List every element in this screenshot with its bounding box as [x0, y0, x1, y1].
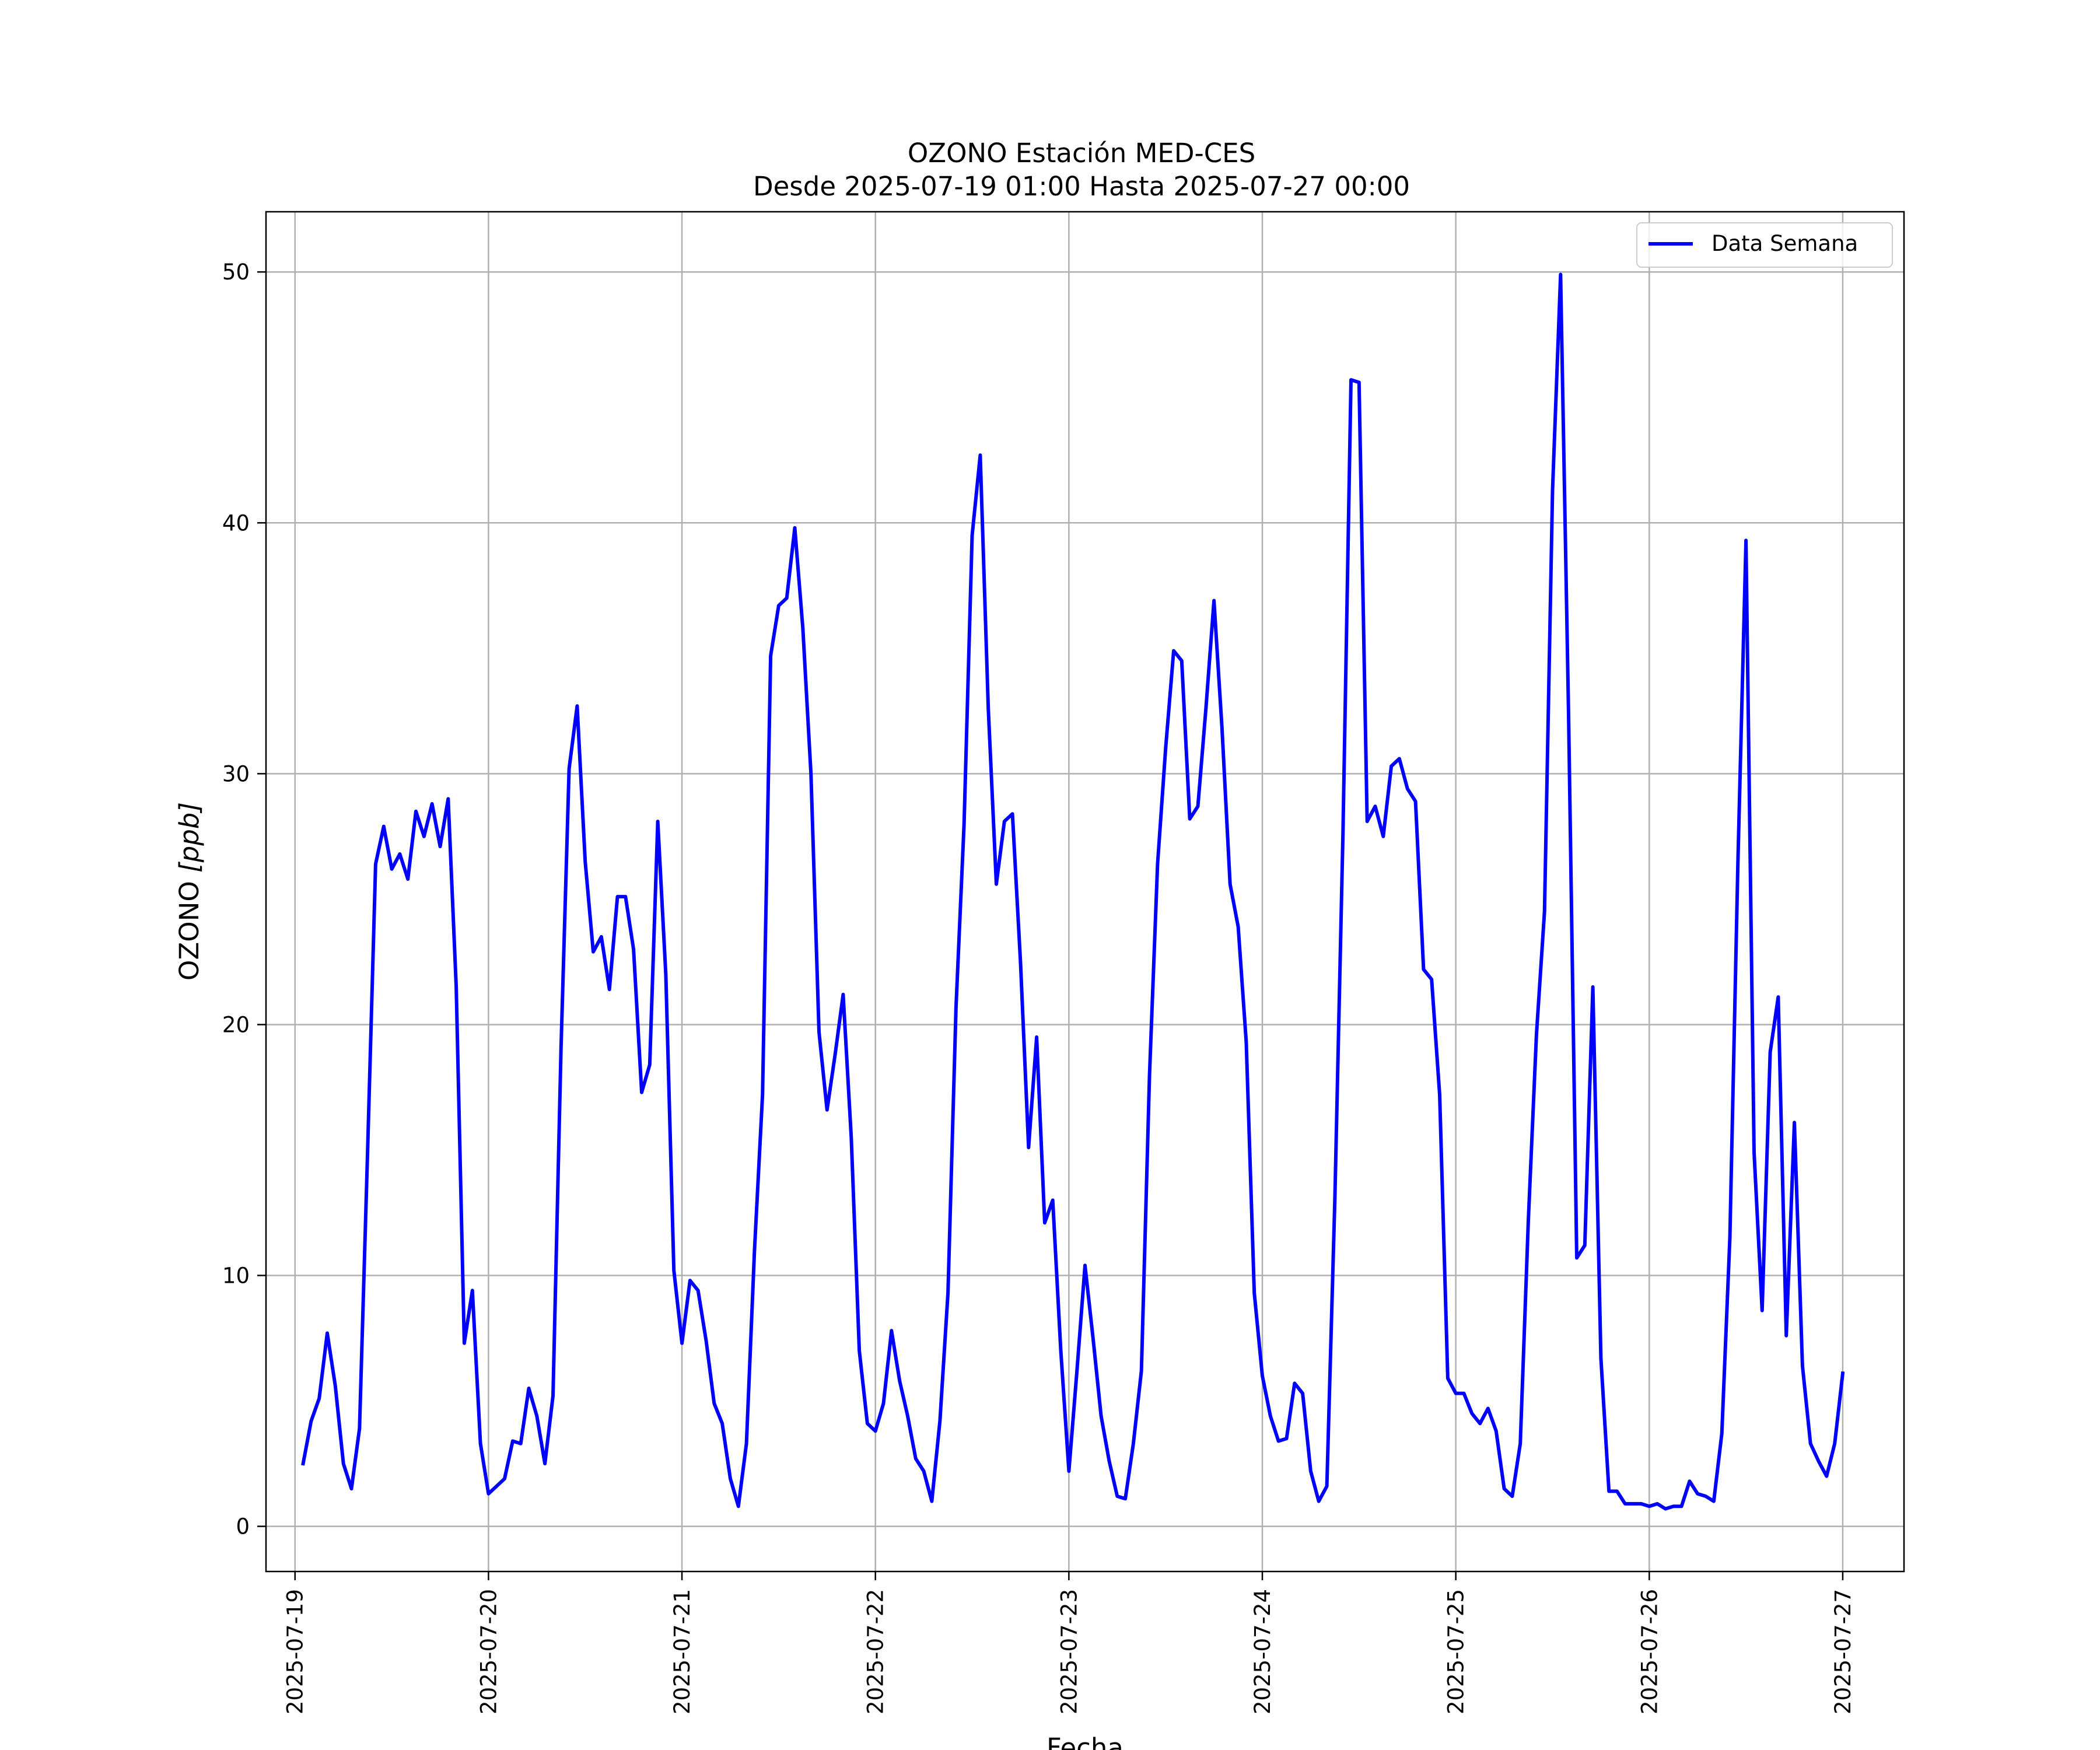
y-tick-label: 20	[222, 1012, 250, 1037]
y-tick-label: 10	[222, 1264, 250, 1289]
x-tick-label: 2025-07-25	[1444, 1589, 1469, 1714]
legend: Data Semana	[1636, 222, 1893, 268]
x-tick-label: 2025-07-23	[1056, 1589, 1082, 1714]
x-tick-label: 2025-07-20	[476, 1589, 501, 1714]
x-tick-label: 2025-07-19	[283, 1589, 308, 1714]
legend-label-data-semana: Data Semana	[1712, 231, 1858, 256]
chart-title: OZONO Estación MED-CES	[908, 138, 1255, 169]
axis-ticks	[257, 271, 1844, 1580]
y-tick-label: 50	[222, 260, 250, 285]
x-tick-labels: 2025-07-19 2025-07-20 2025-07-21 2025-07-22…	[283, 1589, 1856, 1714]
legend-box	[1636, 222, 1893, 268]
y-tick-labels: 0 10 20 30 40 50	[222, 260, 250, 1539]
x-tick-label: 2025-07-24	[1250, 1589, 1275, 1714]
x-axis-label: Fecha	[1046, 1732, 1124, 1750]
plot-frame	[265, 211, 1905, 1573]
y-tick-label: 0	[236, 1514, 250, 1539]
chart-subtitle: Desde 2025-07-19 01:00 Hasta 2025-07-27 …	[753, 171, 1410, 202]
y-tick-label: 40	[222, 510, 250, 536]
x-tick-label: 2025-07-27	[1831, 1589, 1856, 1714]
x-tick-label: 2025-07-22	[863, 1589, 888, 1714]
y-tick-label: 30	[222, 761, 250, 786]
y-axis-label-main: OZONO	[174, 873, 205, 981]
y-axis-label: OZONO [ppb]	[174, 802, 205, 981]
data-lines	[301, 272, 1845, 1511]
x-tick-label: 2025-07-21	[670, 1589, 695, 1714]
y-axis-label-unit: [ppb]	[174, 802, 205, 873]
x-tick-label: 2025-07-26	[1637, 1589, 1662, 1714]
series-line-data-semana	[301, 272, 1845, 1511]
